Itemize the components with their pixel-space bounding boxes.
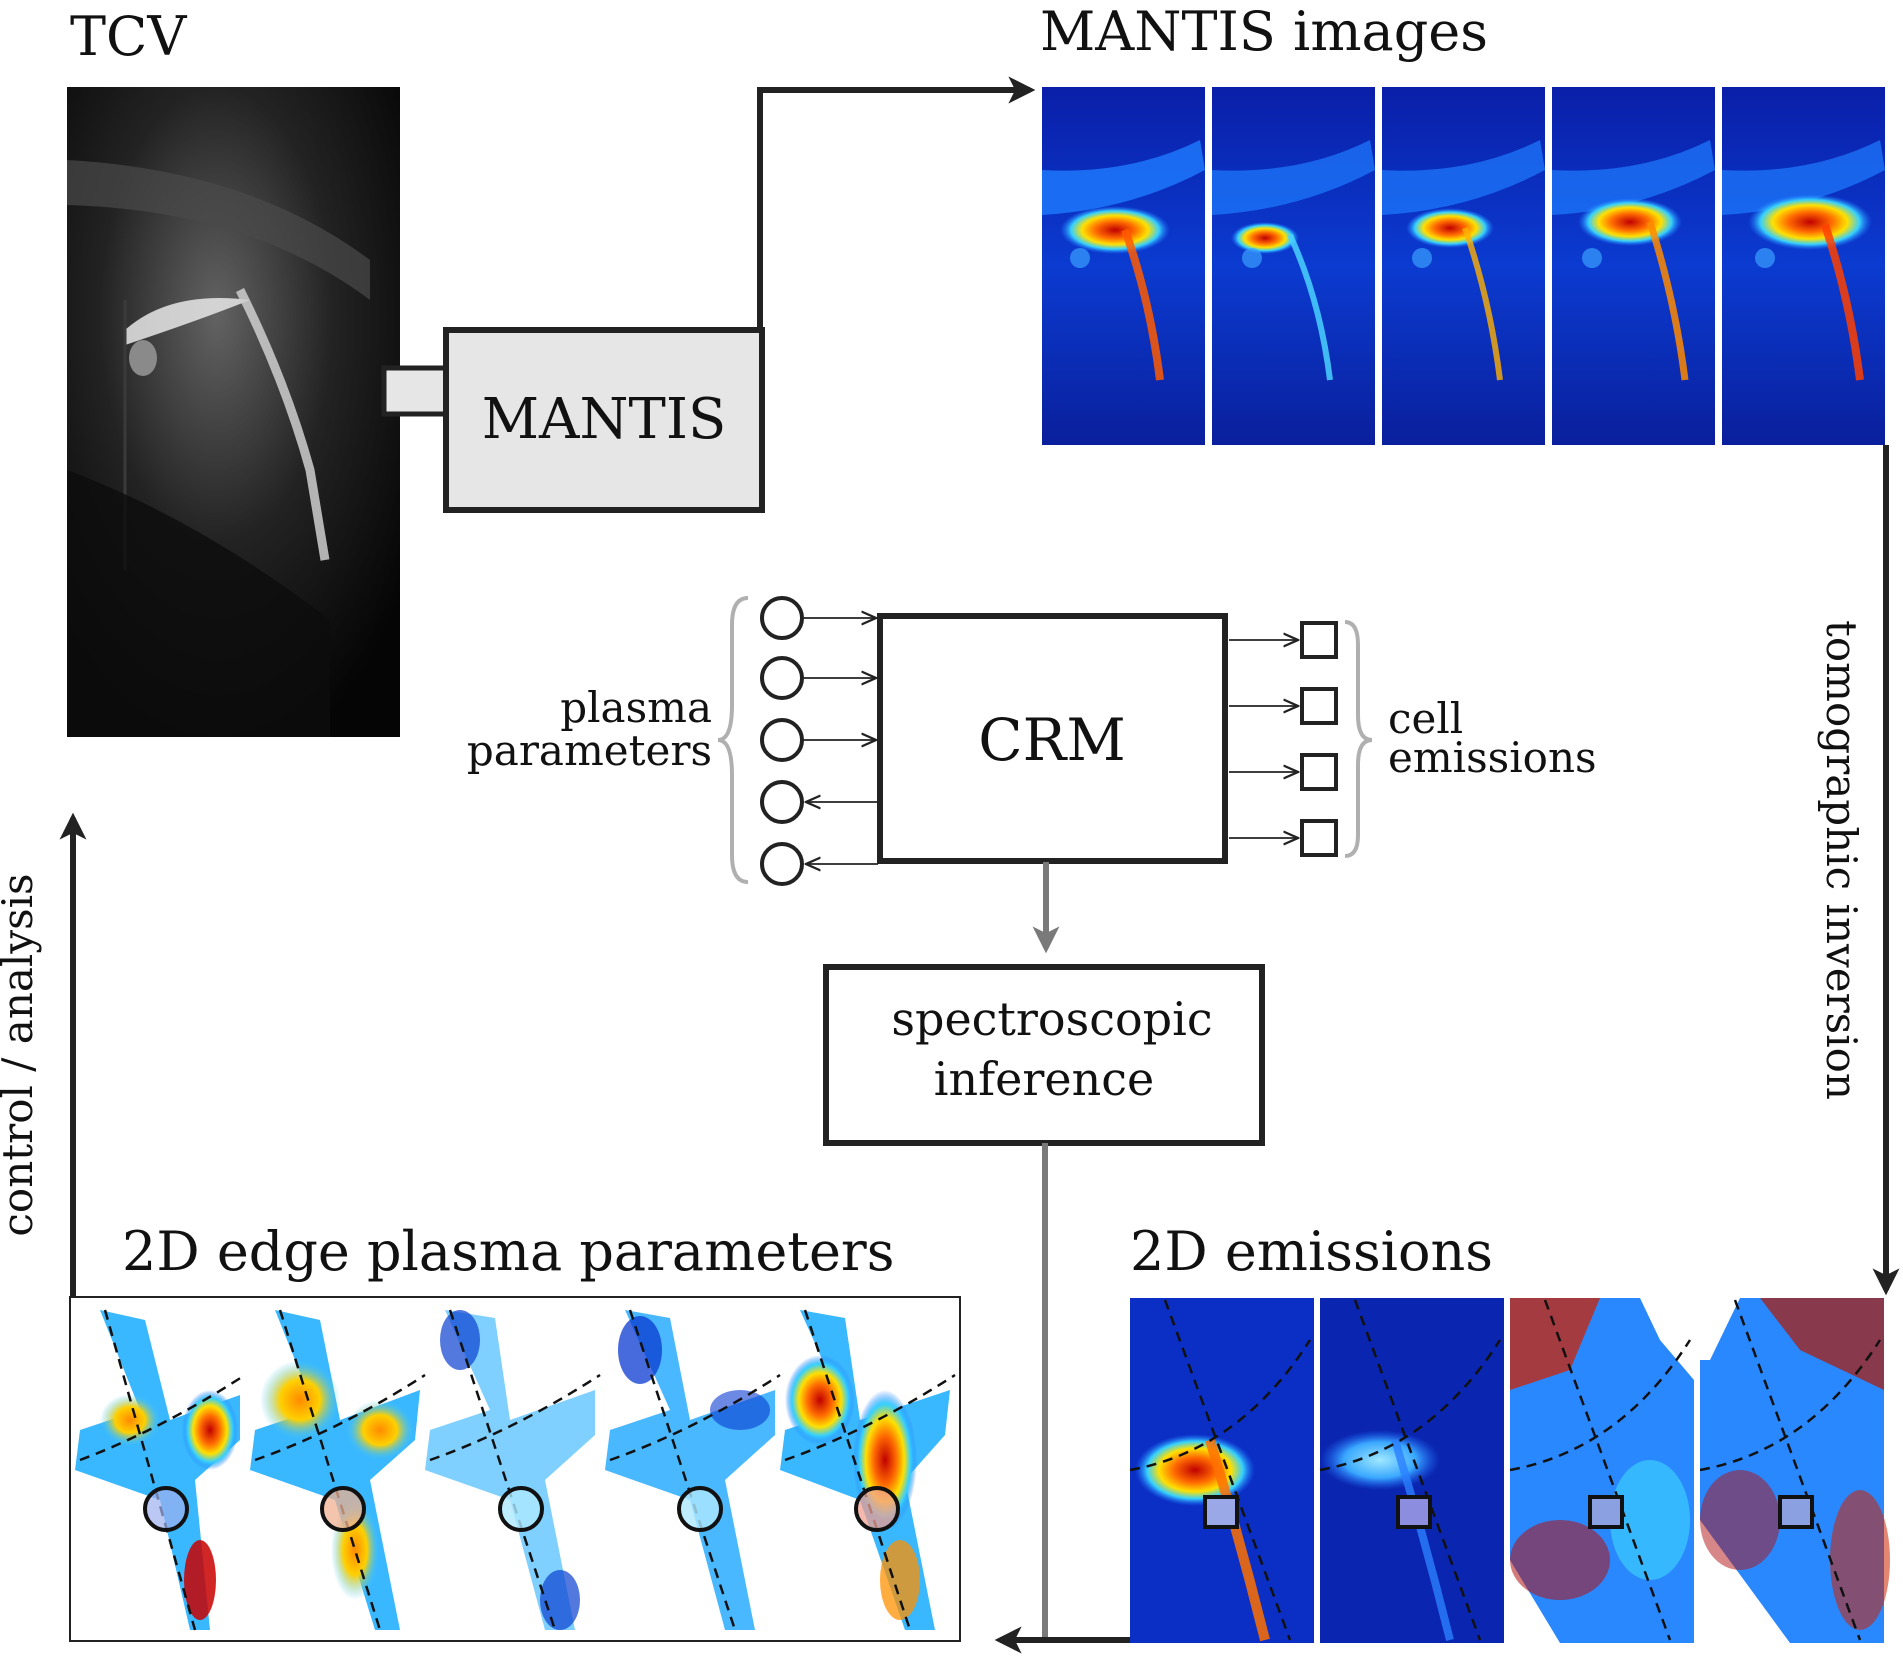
mantis-frame-3 — [1382, 87, 1545, 445]
emissions-2d-strip — [1129, 1298, 1890, 1643]
cell-emissions-label-line1: cell — [1388, 694, 1463, 743]
tomographic-inversion-label: tomographic inversion — [1817, 620, 1866, 1100]
plasma-parameters-label-line2: parameters — [467, 726, 712, 775]
spectroscopic-inference-label-line2: inference — [934, 1052, 1154, 1106]
parameter-node-1 — [760, 596, 804, 640]
emission-node-4 — [1300, 819, 1338, 857]
parameter-map-1 — [75, 1309, 246, 1631]
mantis-frame-2 — [1212, 87, 1375, 445]
edge-plasma-parameters-label: 2D edge plasma parameters — [122, 1220, 894, 1283]
plasma-parameters-brace — [717, 596, 749, 884]
emission-node-2 — [1300, 687, 1338, 725]
parameter-node-5 — [760, 842, 804, 886]
parameter-node-2 — [760, 656, 804, 700]
emission-node-3 — [1300, 753, 1338, 791]
crm-block: CRM — [877, 613, 1228, 864]
edge-plasma-parameters-panel — [69, 1296, 961, 1642]
tcv-image — [67, 87, 400, 737]
tcv-port — [381, 365, 449, 417]
emission-map-1 — [1129, 1298, 1314, 1643]
emission-node-1 — [1300, 621, 1338, 659]
spectroscopic-inference-label-line1: spectroscopic — [891, 992, 1212, 1046]
emission-map-2 — [1319, 1298, 1504, 1643]
mantis-frame-5 — [1722, 87, 1885, 445]
emission-map-3 — [1509, 1298, 1694, 1643]
control-analysis-label: control / analysis — [0, 873, 42, 1236]
arrow-mantis-to-images — [757, 76, 1036, 330]
parameter-node-3 — [760, 718, 804, 762]
emissions-2d-label: 2D emissions — [1130, 1220, 1493, 1283]
mantis-images-strip — [1042, 87, 1885, 445]
plasma-parameter-nodes — [760, 596, 878, 886]
mantis-box-label: MANTIS — [482, 387, 727, 452]
crm-box-label: CRM — [978, 706, 1125, 774]
emission-map-4 — [1699, 1298, 1890, 1643]
parameter-map-2 — [250, 1309, 426, 1631]
mantis-images-label: MANTIS images — [1040, 0, 1488, 63]
parameter-map-5 — [780, 1309, 956, 1631]
spectroscopic-inference-box: spectroscopic inference — [823, 964, 1265, 1146]
cell-emissions-brace — [1344, 620, 1373, 858]
cell-emissions-label-line2: emissions — [1388, 733, 1597, 782]
tcv-label: TCV — [70, 5, 187, 68]
mantis-frame-1 — [1042, 87, 1205, 445]
mantis-frame-4 — [1552, 87, 1715, 445]
parameter-map-4 — [605, 1309, 781, 1631]
cell-emission-nodes — [1229, 621, 1338, 857]
parameter-node-4 — [760, 780, 804, 824]
mantis-box: MANTIS — [443, 327, 765, 513]
parameter-map-3 — [425, 1309, 601, 1631]
plasma-parameters-label-line1: plasma — [560, 683, 712, 732]
